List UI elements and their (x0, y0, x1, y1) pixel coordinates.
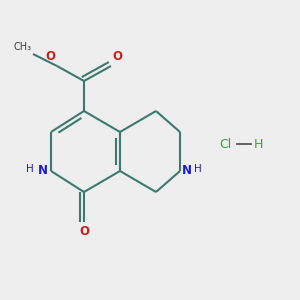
Text: O: O (112, 50, 122, 63)
Text: O: O (79, 225, 89, 238)
Text: H: H (194, 164, 202, 175)
Text: H: H (254, 137, 263, 151)
Text: N: N (182, 164, 191, 178)
Text: H: H (26, 164, 34, 175)
Text: O: O (46, 50, 56, 63)
Text: CH₃: CH₃ (14, 43, 32, 52)
Text: N: N (38, 164, 48, 178)
Text: Cl: Cl (219, 137, 231, 151)
